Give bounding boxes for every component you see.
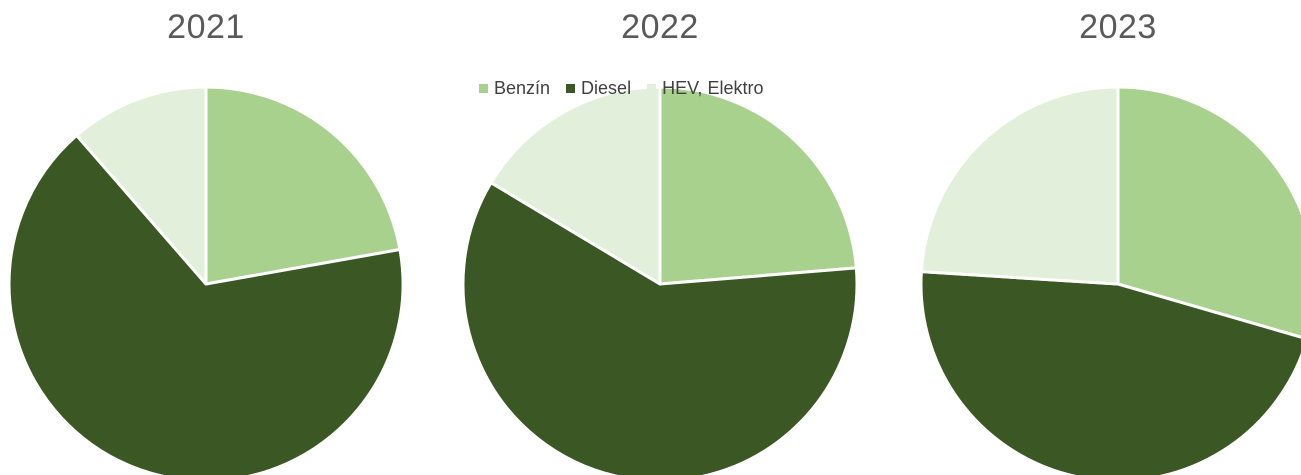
chart-title-2021: 2021 bbox=[167, 8, 245, 46]
legend-item-benzin: Benzín bbox=[479, 78, 550, 99]
pie-slice-2023-diesel bbox=[919, 270, 1301, 475]
pie-slice-2022-hev-elektro bbox=[489, 85, 662, 286]
legend-item-diesel: Diesel bbox=[566, 78, 631, 99]
legend: Benzín Diesel HEV, Elektro bbox=[479, 78, 779, 99]
pie-slice-2021-benzin bbox=[204, 85, 402, 286]
legend-label-diesel: Diesel bbox=[581, 78, 632, 98]
legend-swatch-diesel bbox=[566, 84, 576, 93]
legend-label-benzin: Benzín bbox=[494, 78, 551, 98]
chart-title-2023: 2023 bbox=[1079, 8, 1157, 46]
pie-slice-2023-benzin bbox=[1116, 85, 1301, 339]
legend-swatch-hev-elektro bbox=[647, 84, 657, 93]
pie-slice-2023-hev-elektro bbox=[919, 85, 1120, 286]
pie-slice-2021-diesel bbox=[7, 133, 405, 475]
pie-slice-2022-benzin bbox=[658, 85, 858, 286]
pie-slice-2022-diesel bbox=[461, 181, 859, 475]
pie-slice-2021-hev-elektro bbox=[75, 85, 208, 286]
legend-swatch-benzin bbox=[479, 84, 488, 93]
chart-title-2022: 2022 bbox=[621, 8, 699, 46]
legend-item-hev-elektro: HEV, Elektro bbox=[647, 78, 763, 99]
legend-label-hev-elektro: HEV, Elektro bbox=[662, 78, 764, 98]
